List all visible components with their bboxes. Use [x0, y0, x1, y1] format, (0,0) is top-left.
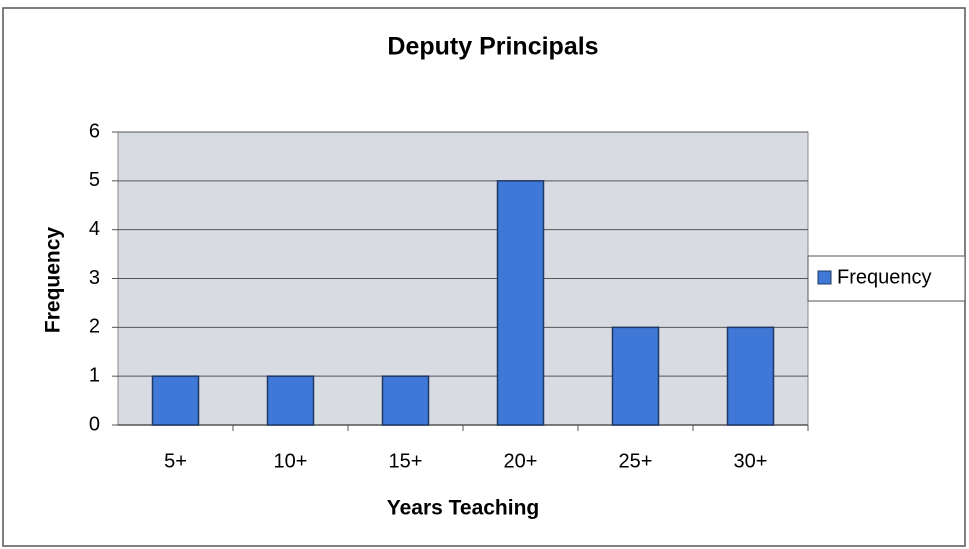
y-axis-label: Frequency [42, 227, 65, 334]
legend-swatch [817, 270, 832, 285]
x-tick-label: 20+ [504, 450, 538, 472]
y-tick-label: 6 [89, 120, 100, 142]
legend [807, 255, 966, 302]
y-tick-label: 5 [89, 169, 100, 191]
x-axis-label: Years Teaching [387, 497, 540, 520]
x-tick-label: 15+ [389, 450, 423, 472]
bar [151, 375, 200, 426]
x-tick-label: 5+ [164, 450, 187, 472]
legend-label: Frequency [837, 266, 932, 288]
y-tick-label: 1 [89, 364, 100, 386]
chart-title: Deputy Principals [387, 33, 598, 61]
x-tick-label: 10+ [274, 450, 308, 472]
x-tick-label: 25+ [619, 450, 653, 472]
bar [611, 326, 660, 426]
y-tick-label: 4 [89, 218, 100, 240]
bar [496, 180, 545, 426]
bar [381, 375, 430, 426]
y-tick-label: 2 [89, 316, 100, 338]
x-tick-label: 30+ [734, 450, 768, 472]
bar [266, 375, 315, 426]
y-tick-label: 3 [89, 267, 100, 289]
y-tick-label: 0 [89, 413, 100, 435]
bar [726, 326, 775, 426]
